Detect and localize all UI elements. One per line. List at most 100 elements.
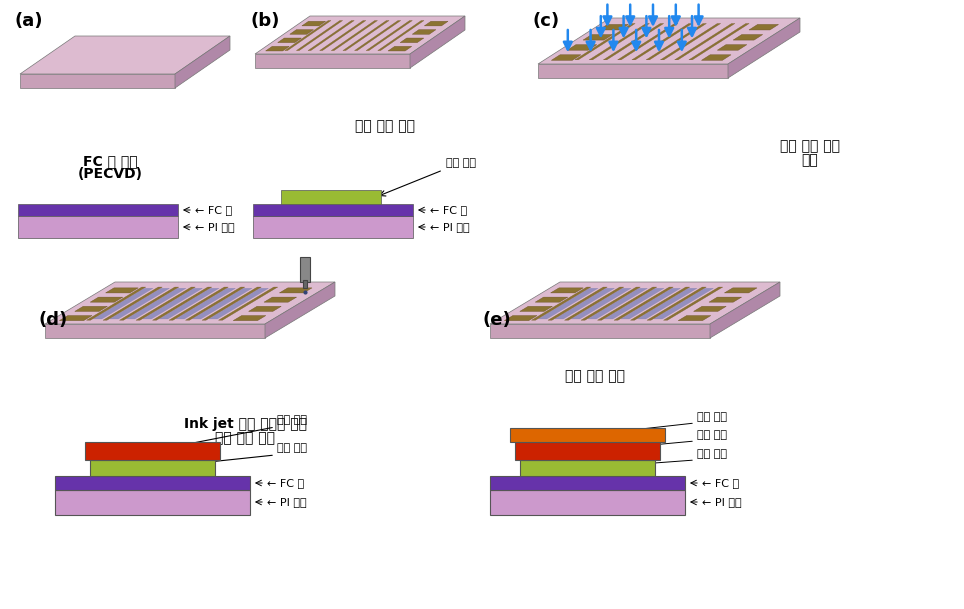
Polygon shape <box>284 21 331 51</box>
Polygon shape <box>618 24 678 60</box>
Polygon shape <box>366 21 413 51</box>
Polygon shape <box>614 287 673 320</box>
Polygon shape <box>136 287 196 320</box>
Polygon shape <box>654 288 713 319</box>
Text: ← FC 층: ← FC 층 <box>702 478 739 488</box>
Polygon shape <box>388 46 412 51</box>
Polygon shape <box>343 21 389 51</box>
Text: ← FC 층: ← FC 층 <box>430 205 468 215</box>
Polygon shape <box>152 287 212 320</box>
Polygon shape <box>45 324 265 338</box>
Polygon shape <box>724 288 757 293</box>
Polygon shape <box>647 287 707 320</box>
Bar <box>18 216 178 238</box>
Polygon shape <box>709 297 741 302</box>
Polygon shape <box>603 24 663 60</box>
Polygon shape <box>193 288 252 319</box>
Polygon shape <box>410 16 465 68</box>
Polygon shape <box>490 282 780 324</box>
Polygon shape <box>490 324 710 338</box>
Polygon shape <box>621 288 681 319</box>
Polygon shape <box>588 288 648 319</box>
Text: ← FC 층: ← FC 층 <box>195 205 232 215</box>
Text: ← PI 필름: ← PI 필름 <box>195 222 234 232</box>
Polygon shape <box>87 287 146 320</box>
Polygon shape <box>550 288 583 293</box>
Text: ← PI 필름: ← PI 필름 <box>430 222 469 232</box>
Polygon shape <box>176 288 235 319</box>
Polygon shape <box>728 18 800 78</box>
Text: 하부 전극: 하부 전극 <box>446 158 476 168</box>
Polygon shape <box>646 24 707 60</box>
Polygon shape <box>290 30 313 34</box>
Text: (d): (d) <box>38 311 67 329</box>
Polygon shape <box>106 288 138 293</box>
Polygon shape <box>185 287 245 320</box>
Polygon shape <box>604 288 664 319</box>
Polygon shape <box>255 16 465 54</box>
Bar <box>253 216 413 238</box>
Text: 압전 박막: 압전 박막 <box>697 430 727 440</box>
Polygon shape <box>45 282 335 324</box>
Bar <box>520 460 655 476</box>
Polygon shape <box>355 21 401 51</box>
Text: ← PI 필름: ← PI 필름 <box>267 497 307 507</box>
Polygon shape <box>75 306 107 311</box>
Polygon shape <box>565 287 624 320</box>
Text: 하부 전극: 하부 전극 <box>277 443 307 453</box>
Polygon shape <box>91 297 122 302</box>
Polygon shape <box>264 297 297 302</box>
Polygon shape <box>175 36 230 88</box>
Polygon shape <box>278 38 302 43</box>
Polygon shape <box>308 21 354 51</box>
Text: (e): (e) <box>483 311 512 329</box>
Text: 하부 전극 표면: 하부 전극 표면 <box>780 139 840 153</box>
Polygon shape <box>663 287 723 320</box>
Text: (PECVD): (PECVD) <box>77 167 143 181</box>
Polygon shape <box>702 55 731 60</box>
Text: 개질: 개질 <box>802 153 818 167</box>
Polygon shape <box>296 21 342 51</box>
Polygon shape <box>694 306 726 311</box>
Polygon shape <box>555 288 614 319</box>
Text: (a): (a) <box>14 12 42 30</box>
Text: 압전 박막: 압전 박막 <box>277 415 307 425</box>
Polygon shape <box>265 282 335 338</box>
Polygon shape <box>717 44 747 50</box>
Polygon shape <box>583 35 612 40</box>
Polygon shape <box>280 288 312 293</box>
Polygon shape <box>689 24 749 60</box>
Text: ← FC 층: ← FC 층 <box>267 478 304 488</box>
Polygon shape <box>567 44 597 50</box>
Polygon shape <box>572 288 630 319</box>
FancyBboxPatch shape <box>300 256 309 281</box>
Polygon shape <box>60 315 92 321</box>
Polygon shape <box>538 64 728 78</box>
Polygon shape <box>531 287 591 320</box>
Polygon shape <box>120 287 178 320</box>
Bar <box>253 204 413 216</box>
Bar <box>85 442 220 460</box>
Polygon shape <box>233 315 266 321</box>
Text: 하부 전극 증착: 하부 전극 증착 <box>355 119 415 133</box>
Polygon shape <box>103 287 162 320</box>
Text: 상부 전극: 상부 전극 <box>697 412 727 422</box>
Polygon shape <box>378 21 424 51</box>
Text: FC 층 증착: FC 층 증착 <box>83 154 137 168</box>
Polygon shape <box>209 288 268 319</box>
Text: (b): (b) <box>250 12 280 30</box>
Polygon shape <box>302 21 326 26</box>
Polygon shape <box>424 21 448 26</box>
Polygon shape <box>20 74 175 88</box>
Polygon shape <box>679 315 710 321</box>
Polygon shape <box>332 21 378 51</box>
Polygon shape <box>539 288 598 319</box>
Polygon shape <box>575 24 635 60</box>
Polygon shape <box>413 30 436 34</box>
Bar <box>18 204 178 216</box>
Polygon shape <box>749 24 779 30</box>
Polygon shape <box>637 288 697 319</box>
Bar <box>55 490 250 515</box>
Polygon shape <box>520 306 552 311</box>
Text: Ink jet 제조 기법에 의한: Ink jet 제조 기법에 의한 <box>183 417 307 431</box>
